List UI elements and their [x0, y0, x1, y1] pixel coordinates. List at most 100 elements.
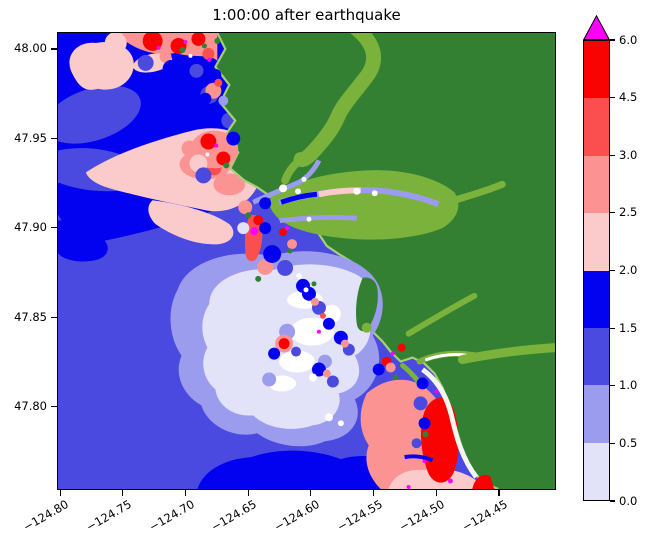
river-mouth-surf-cluster-shape: [263, 245, 282, 263]
x-tick-label: −124.50: [397, 497, 448, 535]
colorbar-tick-mark: [610, 39, 615, 41]
south-beach-surf-complex-shape: [390, 351, 395, 356]
x-tick-mark: [435, 490, 437, 496]
x-tick-label: −124.75: [83, 497, 134, 535]
river-valleys-low-land-shape: [293, 33, 382, 168]
mid-coast-specks-shape: [291, 346, 302, 357]
south-beach-surf-complex-shape: [413, 396, 428, 411]
north-beach-surf-cluster-shape: [191, 33, 206, 46]
colorbar-tick-mark: [610, 212, 615, 214]
river-valleys-low-land-shape: [269, 170, 459, 240]
x-tick-mark: [247, 490, 249, 496]
river-mouth-surf-cluster-shape: [257, 259, 274, 275]
y-tick-label: 47.95: [14, 130, 47, 145]
colorbar-tick-mark: [610, 154, 615, 156]
river-mouth-surf-cluster-shape: [238, 200, 253, 215]
mid-coast-specks-shape: [326, 375, 339, 388]
upper-mid-coast-surf-cluster-shape: [216, 151, 231, 166]
y-tick-mark: [51, 227, 57, 229]
south-beach-surf-complex-shape: [397, 343, 406, 352]
mid-coast-specks-shape: [311, 281, 317, 287]
river-valleys-low-land-shape: [361, 322, 372, 333]
x-tick-mark: [59, 490, 61, 496]
north-beach-surf-cluster-shape: [137, 54, 154, 71]
y-tick-label: 47.85: [14, 309, 47, 324]
north-beach-surf-cluster-shape: [218, 95, 229, 106]
river-valleys-low-land-shape: [281, 155, 306, 185]
colorbar-tick-mark: [610, 269, 615, 272]
upper-mid-coast-surf-cluster-shape: [223, 162, 230, 169]
north-beach-surf-cluster-shape: [104, 33, 127, 54]
colorbar-segment: [584, 155, 609, 214]
mid-coast-specks-shape: [322, 369, 331, 378]
mid-coast-specks-shape: [340, 339, 349, 348]
colorbar-tick-label: 4.5: [619, 90, 638, 105]
calm-pocket-lavender-0.0-0.5m-shape: [279, 350, 315, 373]
north-beach-surf-cluster-shape: [183, 39, 188, 44]
north-beach-surf-cluster-shape: [201, 43, 207, 49]
x-tick-mark: [184, 490, 187, 496]
north-beach-surf-cluster-shape: [188, 53, 193, 58]
river-mouth-surf-cluster-shape: [295, 188, 302, 195]
south-beach-surf-complex-shape: [406, 485, 411, 489]
river-mouth-surf-cluster-shape: [289, 252, 302, 264]
south-beach-surf-complex-shape: [385, 362, 396, 373]
south-beach-surf-complex: [360, 343, 495, 489]
south-beach-surf-complex-shape: [421, 367, 479, 479]
quillayute-river-water-shape: [353, 187, 361, 195]
north-beach-surf-cluster-shape: [202, 47, 215, 60]
mid-coast-specks-shape: [278, 338, 290, 350]
y-tick-mark: [51, 137, 57, 140]
south-beach-surf-complex-shape: [418, 417, 431, 430]
colorbar-segment: [584, 385, 609, 443]
river-mouth-surf-cluster-shape: [245, 212, 252, 219]
x-tick-label: −124.45: [459, 497, 510, 535]
y-tick-mark: [51, 316, 57, 318]
map-canvas: [58, 33, 555, 489]
colorbar-tick-label: 2.5: [619, 205, 638, 220]
mid-coast-specks-shape: [324, 413, 333, 422]
river-mouth-surf-cluster-shape: [244, 214, 263, 262]
north-beach-surf-cluster-shape: [189, 63, 204, 78]
river-valleys-low-land-shape: [457, 343, 555, 365]
quillayute-river-water-shape: [371, 190, 378, 197]
colorbar-tick-label: 0.0: [619, 493, 638, 508]
south-beach-surf-complex-shape: [422, 459, 427, 464]
south-beach-surf-complex-shape: [372, 363, 385, 376]
river-mouth-surf-cluster-shape: [279, 184, 288, 193]
north-beach-surf-cluster-shape: [159, 50, 172, 63]
x-tick-mark: [310, 490, 312, 496]
south-beach-surf-complex-shape: [434, 389, 439, 394]
mid-coast-specks-shape: [316, 329, 321, 334]
south-beach-surf-complex-shape: [447, 478, 453, 484]
colorbar-tick-label: 2.0: [619, 263, 638, 277]
offshore-pink-patch-2.0-2.5m-shape: [69, 42, 134, 90]
river-mouth-surf-cluster-shape: [253, 215, 264, 226]
colorbar: [583, 40, 610, 501]
ocean-blue-1.5-2.0m-shape: [197, 450, 417, 489]
upper-mid-coast-surf-cluster-shape: [200, 133, 217, 150]
quillayute-river-water-shape: [252, 159, 322, 205]
upper-mid-coast-surf-cluster-shape: [195, 167, 212, 184]
south-beach-surf-complex-shape: [422, 431, 429, 438]
calm-pocket-lavender-0.0-0.5m-shape: [262, 372, 277, 387]
y-tick-mark: [51, 48, 57, 50]
colorbar-tick-label: 1.5: [619, 320, 638, 335]
south-beach-surf-complex-shape: [404, 454, 434, 462]
colorbar-segment: [584, 442, 609, 500]
y-tick-label: 48.00: [14, 41, 47, 56]
river-mouth-surf-cluster-shape: [277, 260, 294, 276]
mid-coast-specks-shape: [310, 297, 319, 306]
river-valleys-low-land-shape: [450, 180, 506, 204]
river-mouth-surf-cluster-shape: [237, 222, 250, 235]
colorbar-tick-mark: [610, 97, 615, 99]
river-mouth-surf-cluster-shape: [287, 239, 298, 250]
colorbar-tick-mark: [610, 385, 615, 387]
mid-coast-specks-shape: [303, 287, 309, 293]
x-tick-label: −124.65: [209, 497, 260, 535]
x-tick-label: −124.55: [334, 497, 385, 535]
mid-coast-specks-shape: [268, 347, 281, 360]
mid-coast-specks-shape: [322, 317, 335, 330]
quillayute-river-water-shape: [280, 191, 318, 205]
north-beach-surf-cluster-shape: [179, 46, 186, 53]
